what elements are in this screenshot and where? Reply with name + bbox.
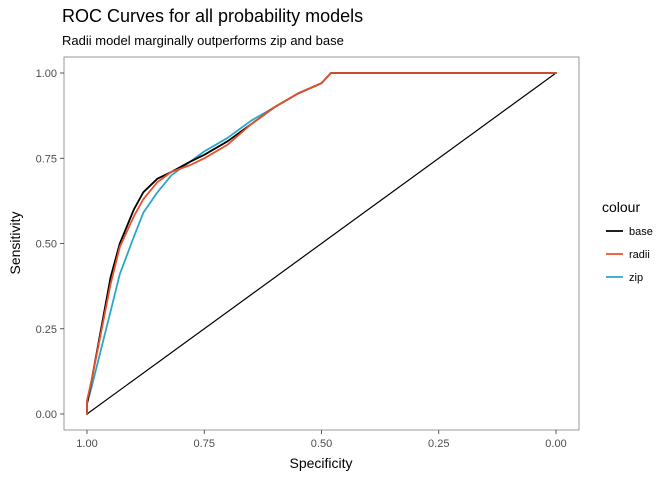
y-tick-label: 0.00 <box>36 409 57 421</box>
series-line-diagonal <box>86 72 557 415</box>
y-tick-label: 0.50 <box>36 239 57 251</box>
x-tick-label: 0.75 <box>194 438 215 450</box>
y-tick-label: 1.00 <box>36 68 57 80</box>
x-tick-label: 0.25 <box>428 438 449 450</box>
legend-title: colour <box>602 199 640 215</box>
x-tick-label: 1.00 <box>76 438 97 450</box>
legend: colour base radii zip <box>602 199 653 284</box>
x-tick-label: 0.00 <box>545 438 566 450</box>
y-tick-label: 0.25 <box>36 324 57 336</box>
legend-label-zip: zip <box>629 272 643 284</box>
y-tick-label: 0.75 <box>36 153 57 165</box>
legend-label-base: base <box>629 226 653 238</box>
series-line-radii <box>86 72 557 415</box>
x-axis-title: Specificity <box>289 455 352 471</box>
chart-subtitle: Radii model marginally outperforms zip a… <box>62 33 344 48</box>
legend-label-radii: radii <box>629 249 650 261</box>
x-tick-label: 0.50 <box>311 438 332 450</box>
axis-ticks: 1.00 0.75 0.50 0.25 0.00 0.00 0.25 0.50 0.75 1.00 <box>36 68 567 450</box>
y-axis-title: Sensitivity <box>7 211 23 274</box>
series-lines <box>86 72 557 415</box>
chart-title: ROC Curves for all probability models <box>62 6 364 26</box>
